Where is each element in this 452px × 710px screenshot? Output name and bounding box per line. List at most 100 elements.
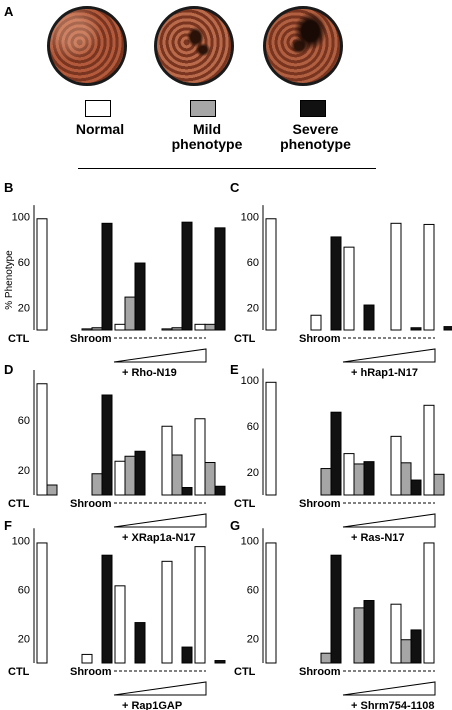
y-tick-label-d: 60 [18,415,30,427]
bar-mild [320,652,332,664]
bar-severe [214,485,226,496]
bar-normal [114,585,126,664]
bar-severe [101,554,113,664]
treatment-label-f: + Rap1GAP [122,700,182,710]
bar-normal [390,222,402,331]
bar-normal [81,328,93,331]
legend-label-mild-line1: Mild [193,121,221,137]
panel-letter-b: B [4,180,13,195]
y-tick-label-c: 60 [247,257,259,269]
bar-severe [443,326,452,331]
chart-d: D 20 60 CTL Shroom + XRap1a-N17 [4,362,226,544]
dose-wedge [113,681,207,696]
y-tick-label-d: 20 [18,465,30,477]
category-label-shroom: Shroom [299,333,341,345]
bar-normal [390,603,402,664]
bar-normal [194,546,206,664]
legend-swatch-severe [300,100,326,117]
treatment-label-c: + hRap1-N17 [351,367,418,379]
y-tick-label-g: 20 [247,634,259,646]
y-tick-label-f: 100 [12,536,30,548]
panel-letter-f: F [4,518,12,533]
y-tick-label-e: 100 [241,375,259,387]
bar-severe [410,629,422,664]
bar-mild [433,473,445,496]
treatment-label-d: + XRap1a-N17 [122,532,196,544]
y-tick-label-c: 20 [247,302,259,314]
y-tick-label-g: 60 [247,585,259,597]
dose-wedge [113,513,207,528]
bar-mild [204,323,216,331]
category-label-ctl: CTL [8,666,30,678]
bar-severe [101,222,113,331]
panel-letter-e: E [230,362,239,377]
y-tick-label-c: 100 [241,212,259,224]
category-label-shroom: Shroom [299,498,341,510]
y-tick-label-g: 100 [241,536,259,548]
chart-b: B 20 60 100 % Phenotype CTL Shroom + Rho-N19 [4,180,226,379]
bar-normal [423,404,435,496]
bar-severe [330,554,342,664]
category-label-ctl: CTL [234,666,256,678]
category-label-ctl: CTL [8,498,30,510]
treatment-label-b: + Rho-N19 [122,367,177,379]
bar-normal [161,560,173,664]
chart-c: C 20 60 100 CTL Shroom + hRap1-N17 [230,180,452,379]
bar-normal [194,418,206,496]
treatment-label-e: + Ras-N17 [351,532,405,544]
bar-normal [161,425,173,496]
dose-wedge [342,513,436,528]
bar-severe [181,487,193,496]
bar-normal [36,542,48,664]
bar-normal [265,218,277,331]
bar-severe [363,304,375,331]
bar-severe [363,461,375,496]
bar-normal [194,323,206,331]
bar-normal [114,323,126,331]
bar-normal [423,542,435,664]
panel-letter-d: D [4,362,13,377]
category-label-shroom: Shroom [299,666,341,678]
bar-normal [265,381,277,496]
dose-wedge [342,348,436,363]
bar-severe [134,450,146,496]
bar-mild [124,455,136,496]
bar-normal [36,383,48,496]
dose-wedge [113,348,207,363]
bar-mild [400,462,412,496]
category-label-shroom: Shroom [70,498,112,510]
y-axis-label-b: % Phenotype [4,250,15,310]
bar-mild [320,468,332,496]
bar-mild [171,327,183,331]
bar-mild [46,484,58,496]
category-label-shroom: Shroom [70,333,112,345]
embryo-image-normal [47,6,127,86]
legend-swatch-normal [85,100,111,117]
bar-normal [114,460,126,496]
bar-normal [310,314,322,331]
category-label-ctl: CTL [8,333,30,345]
bar-severe [134,262,146,331]
legend-label-severe-line1: Severe [292,121,339,137]
dose-wedge [342,681,436,696]
bar-normal [343,246,355,331]
y-tick-label-f: 20 [18,634,30,646]
bar-severe [134,622,146,664]
bar-severe [214,660,226,664]
embryo-image-mild [154,6,234,86]
chart-g: G 20 60 100 CTL Shroom + Shrm754-1108 [230,518,436,710]
bar-mild [353,463,365,496]
bar-severe [214,227,226,331]
bar-normal [390,435,402,496]
bar-mild [171,454,183,496]
legend-label-normal: Normal [60,122,140,137]
chart-e: E 20 60 100 CTL Shroom + Ras-N17 [230,362,445,544]
y-tick-label-b: 20 [18,302,30,314]
panel-letter-a: A [4,4,14,19]
panel-letter-g: G [230,518,240,533]
bar-severe [181,221,193,331]
bar-severe [330,411,342,496]
bar-mild [204,462,216,496]
legend-label-normal-line1: Normal [75,121,125,137]
